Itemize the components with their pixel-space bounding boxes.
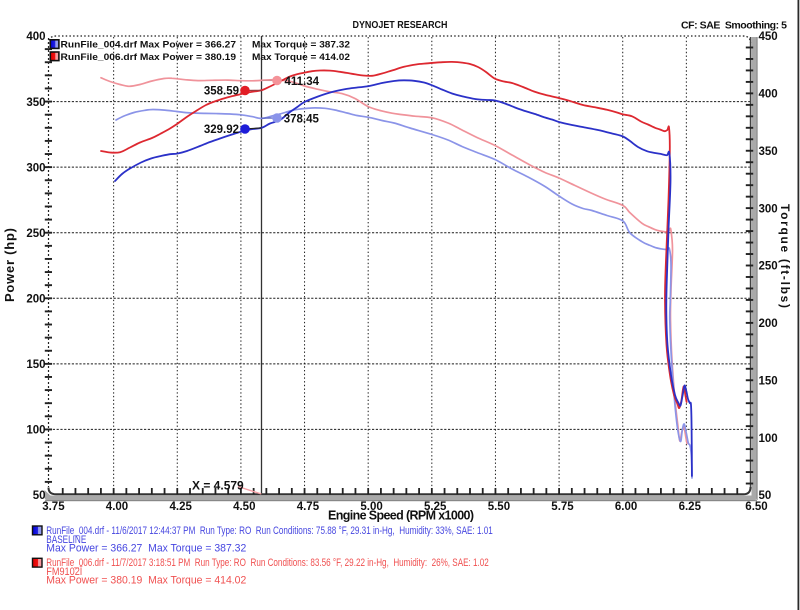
svg-text:200: 200 [26, 294, 45, 306]
svg-text:4.00: 4.00 [106, 501, 128, 513]
svg-text:358.59: 358.59 [204, 86, 239, 98]
svg-text:6.50: 6.50 [745, 501, 767, 513]
svg-text:RunFile_006.drf Max Power = 38: RunFile_006.drf Max Power = 380.19 [61, 52, 237, 63]
svg-text:4.25: 4.25 [170, 501, 193, 513]
svg-text:378.45: 378.45 [284, 113, 320, 125]
svg-text:150: 150 [759, 375, 778, 387]
svg-text:300: 300 [26, 162, 45, 174]
svg-text:50: 50 [33, 490, 46, 502]
svg-text:50: 50 [759, 490, 772, 502]
svg-text:Max Power = 380.19 Max Torque: Max Power = 380.19 Max Torque = 414.02 [46, 574, 246, 586]
svg-text:300: 300 [759, 203, 778, 215]
svg-text:DYNOJET RESEARCH: DYNOJET RESEARCH [353, 20, 448, 31]
svg-text:350: 350 [26, 97, 45, 109]
svg-text:3.75: 3.75 [42, 501, 65, 513]
svg-text:5.25: 5.25 [424, 501, 447, 513]
svg-text:250: 250 [759, 261, 778, 273]
svg-text:X = 4.579: X = 4.579 [192, 479, 244, 493]
svg-text:200: 200 [759, 318, 778, 330]
svg-text:450: 450 [759, 31, 778, 43]
svg-text:100: 100 [26, 425, 45, 437]
svg-text:350: 350 [759, 146, 778, 158]
svg-text:5.75: 5.75 [551, 501, 574, 513]
svg-text:150: 150 [26, 359, 45, 371]
svg-text:5.00: 5.00 [360, 501, 382, 513]
svg-text:Max Torque = 387.32: Max Torque = 387.32 [252, 40, 350, 51]
svg-text:4.75: 4.75 [297, 501, 320, 513]
svg-text:RunFile_006.drf - 11/7/2017 3:: RunFile_006.drf - 11/7/2017 3:18:51 PM R… [46, 557, 489, 569]
svg-text:6.00: 6.00 [615, 501, 637, 513]
svg-text:Torque (ft-lbs): Torque (ft-lbs) [778, 204, 792, 308]
svg-text:6.25: 6.25 [679, 501, 702, 513]
svg-text:FM9102Ī: FM9102Ī [46, 566, 82, 578]
svg-text:RunFile_004.drf Max Power = 36: RunFile_004.drf Max Power = 366.27 [61, 40, 237, 51]
svg-text:400: 400 [26, 31, 45, 43]
svg-text:4.50: 4.50 [233, 501, 255, 513]
svg-text:CF: SAE Smoothing: 5: CF: SAE Smoothing: 5 [681, 20, 787, 32]
svg-text:100: 100 [759, 433, 778, 445]
svg-text:Max Torque = 414.02: Max Torque = 414.02 [252, 52, 350, 63]
svg-text:400: 400 [759, 89, 778, 101]
svg-text:RunFile_004.drf - 11/6/2017 12: RunFile_004.drf - 11/6/2017 12:44:37 PM … [46, 525, 493, 537]
svg-text:Max Power = 366.27 Max Torque: Max Power = 366.27 Max Torque = 387.32 [46, 543, 246, 555]
svg-text:411.34: 411.34 [285, 76, 320, 88]
svg-text:329.92: 329.92 [204, 124, 239, 136]
svg-text:5.50: 5.50 [488, 501, 510, 513]
svg-text:Engine Speed (RPM x1000): Engine Speed (RPM x1000) [328, 509, 474, 523]
svg-text:BASELINE: BASELINE [46, 534, 86, 546]
svg-text:Power (hp): Power (hp) [2, 228, 17, 302]
svg-text:250: 250 [26, 228, 45, 240]
